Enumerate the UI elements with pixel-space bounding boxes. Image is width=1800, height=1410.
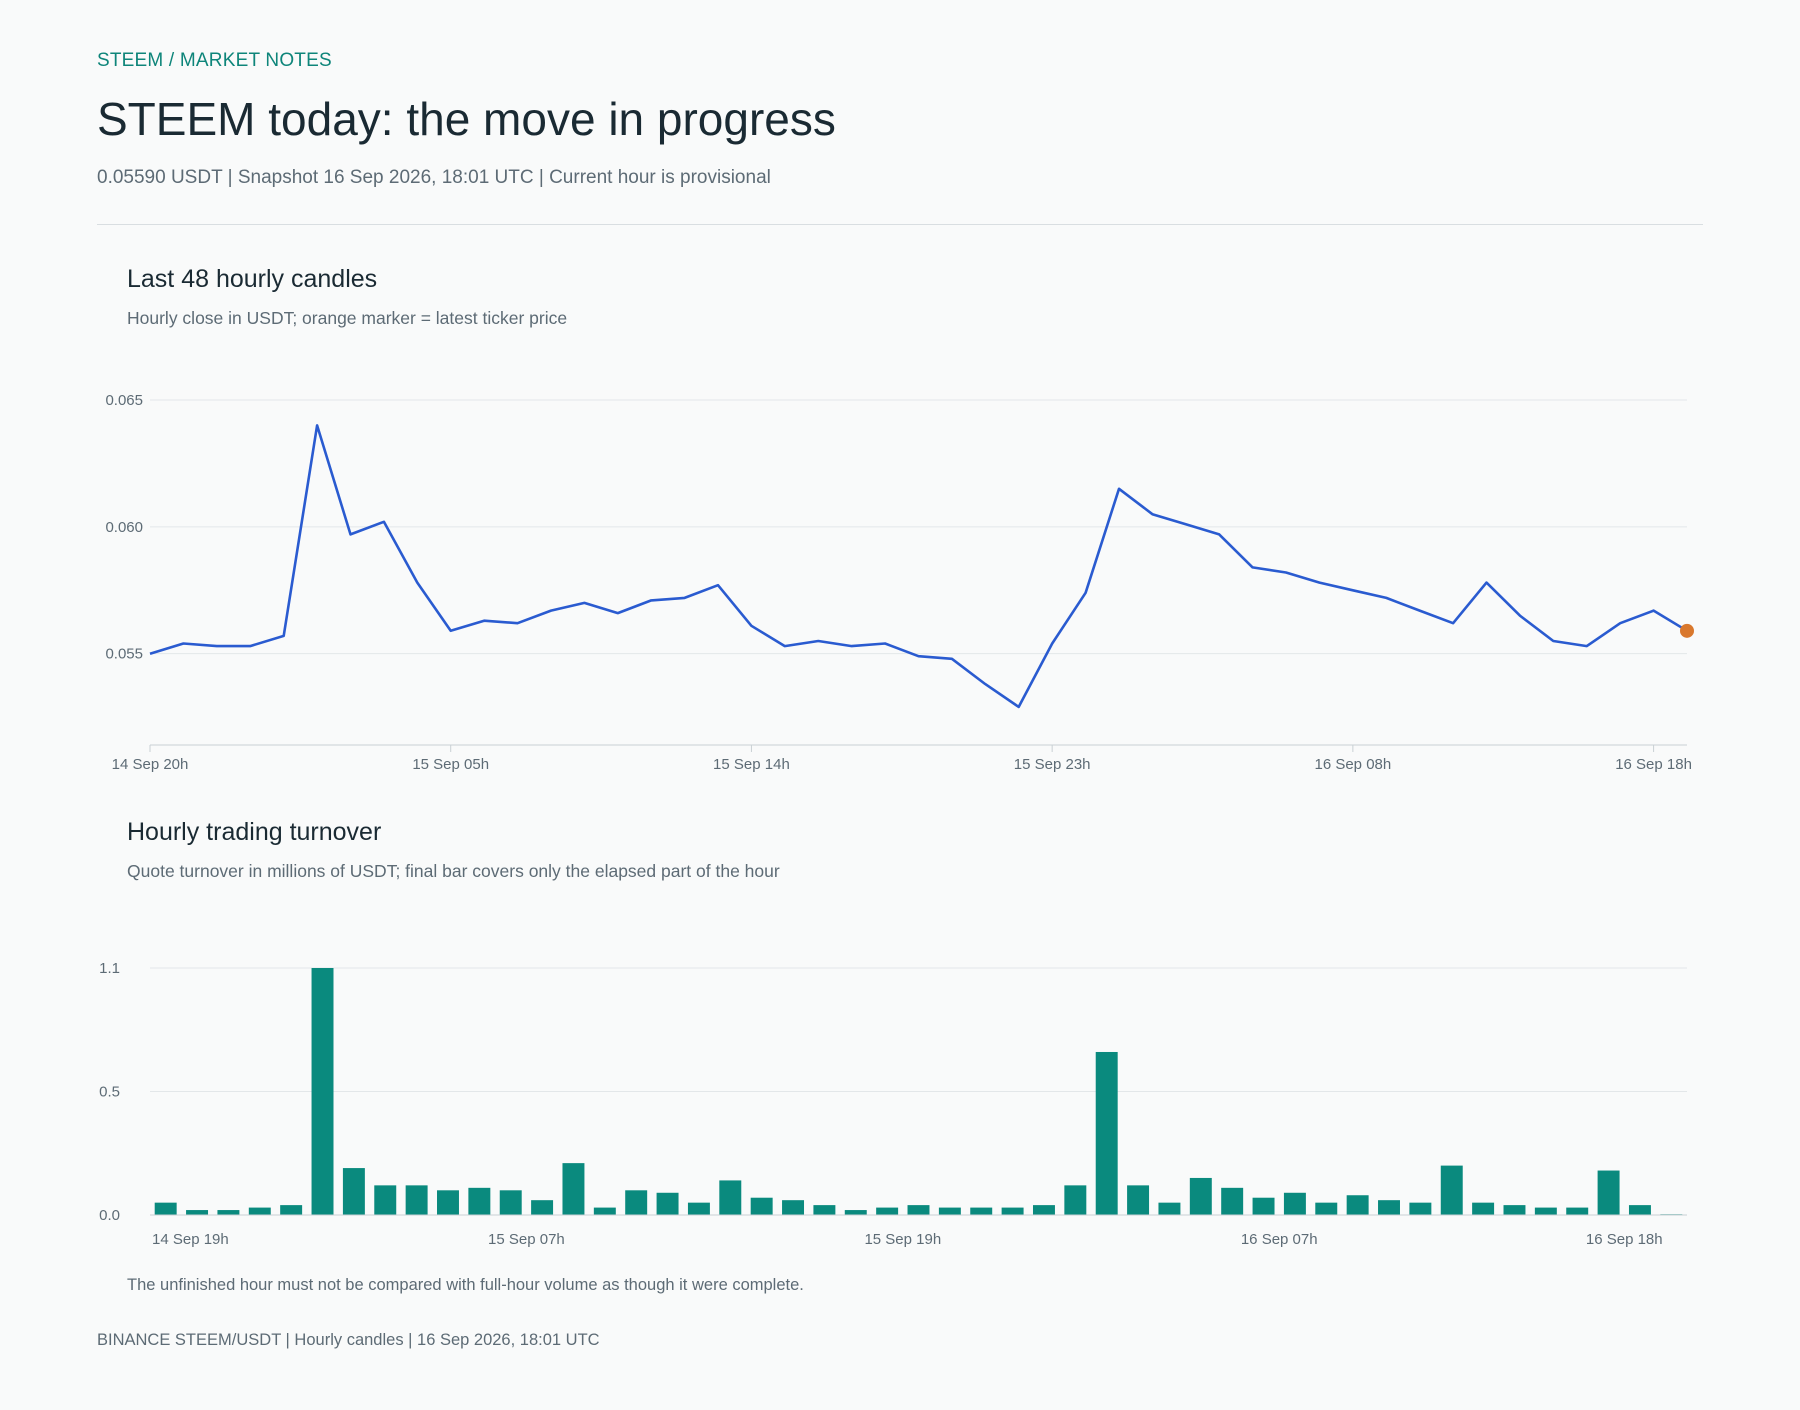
volume-bar: [1252, 1197, 1275, 1215]
price-chart-subtitle: Hourly close in USDT; orange marker = la…: [127, 308, 568, 328]
y-tick-label: 0.055: [105, 646, 143, 663]
volume-bar: [782, 1200, 805, 1215]
volume-bar: [186, 1210, 209, 1215]
x-tick-label: 16 Sep 07h: [1241, 1231, 1318, 1248]
volume-bar: [1597, 1170, 1620, 1215]
volume-bar: [311, 968, 334, 1215]
y-tick-label: 0.060: [105, 519, 143, 536]
volume-bar: [1566, 1207, 1589, 1215]
volume-bar: [1534, 1207, 1557, 1215]
volume-bar: [593, 1207, 616, 1215]
volume-bar: [1378, 1200, 1400, 1215]
volume-chart-subtitle: Quote turnover in millions of USDT; fina…: [127, 861, 780, 881]
kicker: STEEM / MARKET NOTES: [97, 50, 332, 71]
latest-price-marker: [1680, 623, 1694, 638]
y-tick-label: 0.5: [99, 1084, 120, 1101]
volume-bar: [1001, 1207, 1024, 1215]
volume-bar: [1440, 1165, 1463, 1215]
volume-bar: [1346, 1195, 1369, 1215]
y-tick-label: 1.1: [99, 960, 120, 977]
x-tick-label: 14 Sep 20h: [112, 756, 189, 773]
volume-note: The unfinished hour must not be compared…: [127, 1276, 804, 1294]
volume-bar: [562, 1163, 585, 1215]
x-tick-label: 15 Sep 23h: [1014, 756, 1091, 773]
volume-bar: [687, 1202, 710, 1215]
volume-bar: [154, 1202, 177, 1215]
x-tick-label: 15 Sep 07h: [488, 1231, 565, 1248]
x-tick-label: 15 Sep 05h: [412, 756, 489, 773]
x-tick-label: 14 Sep 19h: [152, 1231, 229, 1248]
volume-bar: [280, 1205, 303, 1215]
volume-bar: [468, 1187, 491, 1215]
volume-bar: [625, 1190, 648, 1215]
x-tick-label: 16 Sep 18h: [1615, 756, 1692, 773]
volume-bar-chart: 0.0 0.5 1.1 14 Sep 19h 15 Sep 07h 15 Sep 19h 1…: [99, 960, 1687, 1248]
volume-bar: [656, 1192, 679, 1215]
page-subtitle: 0.05590 USDT | Snapshot 16 Sep 2026, 18:…: [97, 167, 771, 188]
volume-bar: [248, 1207, 271, 1215]
volume-bar: [1158, 1202, 1181, 1215]
x-tick-label: 15 Sep 14h: [713, 756, 790, 773]
volume-bar: [1628, 1205, 1651, 1215]
volume-bar: [970, 1207, 993, 1215]
volume-bar: [938, 1207, 961, 1215]
x-tick-label: 16 Sep 08h: [1314, 756, 1391, 773]
volume-bar: [1127, 1185, 1150, 1215]
volume-bar: [1221, 1187, 1244, 1215]
volume-bar: [813, 1205, 836, 1215]
volume-bar: [1064, 1185, 1087, 1215]
volume-bar: [719, 1180, 742, 1215]
volume-bar: [342, 1168, 365, 1215]
price-line-chart: 0.055 0.060 0.065 14 Sep 20h 15 Sep 05h 15 Se…: [105, 392, 1694, 773]
page-title: STEEM today: the move in progress: [97, 93, 836, 145]
volume-bar: [437, 1190, 459, 1215]
volume-bar: [1503, 1205, 1526, 1215]
volume-bar: [1032, 1205, 1055, 1215]
volume-bar: [1472, 1202, 1495, 1215]
volume-chart-title: Hourly trading turnover: [127, 818, 382, 846]
volume-bar: [217, 1210, 240, 1215]
volume-bar: [876, 1207, 899, 1215]
volume-bar: [750, 1197, 773, 1215]
volume-bar: [499, 1190, 522, 1215]
price-chart-title: Last 48 hourly candles: [127, 265, 378, 293]
volume-bar: [1283, 1192, 1306, 1215]
volume-bar: [844, 1210, 867, 1215]
volume-bar: [1189, 1177, 1212, 1215]
y-tick-label: 0.0: [99, 1207, 120, 1224]
volume-bar: [907, 1205, 930, 1215]
y-tick-label: 0.065: [105, 392, 143, 409]
x-tick-label: 16 Sep 18h: [1586, 1231, 1663, 1248]
header-divider: [97, 224, 1703, 225]
x-tick-label: 15 Sep 19h: [864, 1231, 941, 1248]
volume-bar: [374, 1185, 397, 1215]
price-series-line: [149, 424, 1688, 709]
volume-bar: [531, 1200, 554, 1215]
volume-bar: [1315, 1202, 1338, 1215]
volume-bar: [1409, 1202, 1432, 1215]
volume-bar: [405, 1185, 428, 1215]
volume-bar: [1095, 1051, 1118, 1215]
footer-source: BINANCE STEEM/USDT | Hourly candles | 16…: [97, 1331, 600, 1349]
